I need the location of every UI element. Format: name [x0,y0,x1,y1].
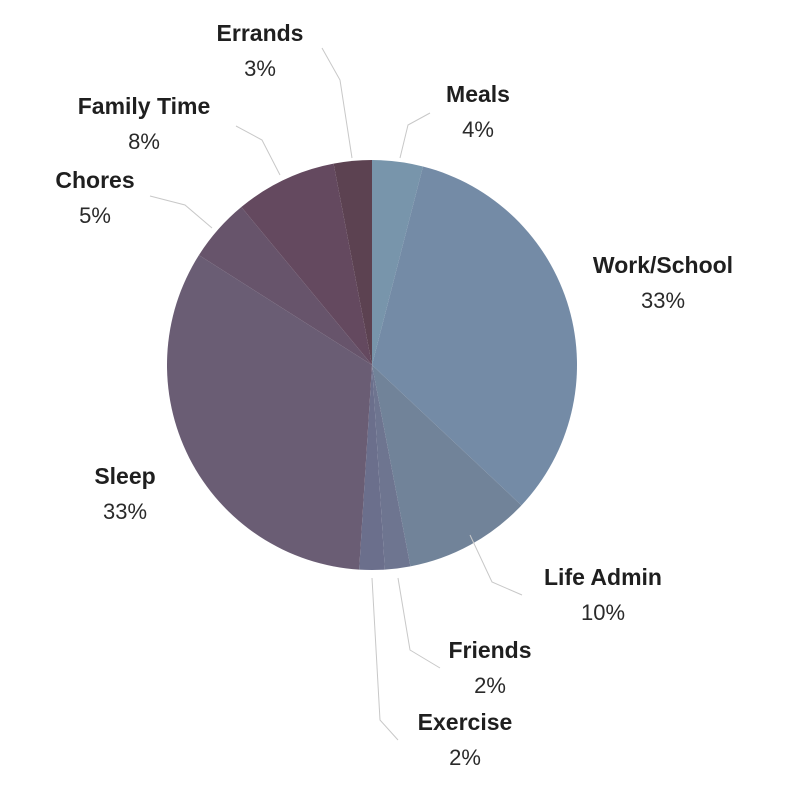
pie-slice-meals [372,160,423,365]
pie-slice-work-school [372,166,578,506]
leader-line [149,195,213,229]
slice-label-name: Work/School [593,252,733,278]
slice-label-value: 33% [103,499,147,524]
pie-slice-sleep [167,255,372,570]
pie-slice-errands [333,160,372,365]
slice-label-value: 2% [449,745,481,770]
leader-lines [149,47,523,741]
slice-label-value: 4% [462,117,494,142]
slice-label-name: Exercise [418,709,513,735]
pie-slice-friends [372,365,411,570]
slice-label-name: Family Time [78,93,211,119]
slice-label-value: 5% [79,203,111,228]
leader-line [321,47,353,159]
slice-label-name: Meals [446,81,510,107]
leader-line [399,112,431,159]
slice-label-value: 10% [581,600,625,625]
slice-label-value: 2% [474,673,506,698]
pie-slices [167,160,578,570]
slice-labels: Meals 4% Work/School 33% Life Admin 10% Friend… [55,20,733,770]
slice-label-name: Chores [55,167,134,193]
slice-label-name: Errands [217,20,304,46]
pie-slice-family-time [241,163,372,365]
slice-label-name: Sleep [94,463,155,489]
slice-label-value: 8% [128,129,160,154]
slice-label-value: 33% [641,288,685,313]
leader-line [371,577,399,741]
slice-label-name: Life Admin [544,564,662,590]
slice-label-name: Friends [448,637,531,663]
leader-line [235,125,281,176]
leader-line [469,534,523,596]
pie-slice-life-admin [372,365,522,567]
slice-label-value: 3% [244,56,276,81]
leader-line [397,577,441,669]
pie-slice-exercise [359,365,385,570]
pie-slice-chores [198,207,372,365]
